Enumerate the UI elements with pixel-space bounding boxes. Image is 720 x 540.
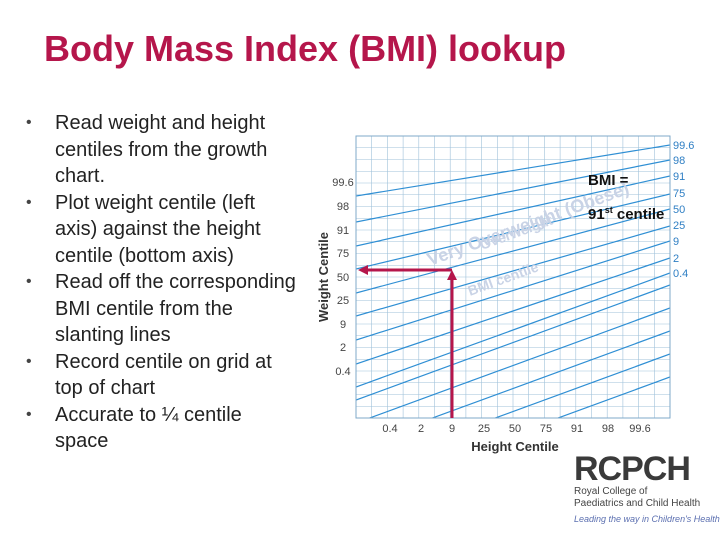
y-tick-label: 98	[337, 201, 349, 213]
bullet-dot: •	[26, 352, 32, 370]
bmi-centile-line	[356, 208, 670, 294]
instruction-line: BMI centile from the	[55, 297, 233, 320]
y-axis-tick-labels: 99.6 98 91 75 50 25 9 2 0.4	[332, 177, 353, 378]
bmi-result-suffix: st	[604, 205, 613, 215]
logo-line-2: Paediatrics and Child Health	[574, 498, 701, 509]
bullet-dot: •	[26, 193, 32, 211]
instruction-item: • Plot weight centile (left axis) against …	[26, 190, 318, 270]
bmi-centile-line	[356, 159, 670, 223]
bmi-result-value: 91	[588, 206, 605, 223]
x-tick-label: 98	[602, 423, 614, 435]
chart-frame	[355, 135, 671, 419]
slide-title: Body Mass Index (BMI) lookup	[44, 28, 567, 69]
instruction-line: chart.	[55, 165, 106, 187]
instruction-line: axis) against the height	[55, 218, 261, 240]
bmi-centile-label: 2	[673, 253, 679, 265]
bmi-centile-labels: 99.6 98 91 75 50 25 9 2 0.4	[673, 140, 694, 280]
rcpch-logo: RCPCH Royal College of Paediatrics and C…	[574, 452, 720, 540]
instruction-line: slanting lines	[55, 324, 171, 346]
bmi-centile-label: 50	[673, 204, 685, 216]
bmi-centile-line	[356, 257, 670, 365]
instruction-item: • Accurate to ¼ centile space	[26, 402, 318, 455]
instruction-line: Read weight and height	[55, 112, 266, 134]
bmi-result-label: 91st centile	[588, 205, 664, 223]
instruction-line: centile (bottom axis)	[55, 244, 234, 267]
y-tick-label: 0.4	[335, 366, 350, 378]
bmi-centile-line	[356, 193, 670, 270]
instruction-item: • Read weight and height centiles from the…	[26, 110, 318, 190]
bmi-centile-label: 99.6	[673, 140, 694, 152]
y-tick-label: 91	[337, 225, 349, 237]
bmi-centile-label: 25	[673, 220, 685, 232]
bmi-centile-line	[356, 272, 670, 388]
y-tick-label: 50	[337, 272, 349, 284]
instruction-line: space	[55, 430, 109, 452]
bmi-centile-label: 98	[673, 155, 685, 167]
logo-line-1: Royal College of	[574, 486, 648, 497]
bmi-centile-slant-lines	[356, 144, 670, 418]
x-tick-label: 91	[571, 423, 583, 435]
plotted-point-marker	[358, 265, 457, 418]
marker-left-arrow	[358, 265, 368, 275]
logo-wordmark: RCPCH	[574, 450, 691, 488]
marker-up-arrow	[447, 270, 457, 280]
band-label: BMI centile	[466, 258, 541, 298]
bullet-dot: •	[26, 114, 32, 131]
x-axis-tick-labels: 0.4 2 9 25 50 75 91 98 99.6	[382, 423, 650, 435]
x-tick-label: 0.4	[382, 423, 397, 435]
x-tick-label: 75	[540, 423, 552, 435]
instruction-list: • Read weight and height centiles from the…	[26, 110, 318, 455]
y-tick-label: 75	[337, 248, 349, 260]
x-tick-label: 2	[418, 423, 424, 435]
x-axis-label: Height Centile	[471, 439, 558, 454]
bmi-centile-line	[356, 144, 670, 197]
bmi-centile-label: 75	[673, 188, 685, 200]
instruction-item: • Record centile on grid at top of chart	[26, 349, 318, 402]
instruction-line: Record centile on grid at	[55, 350, 272, 373]
y-axis-label: Weight Centile	[316, 232, 331, 322]
instruction-line: Plot weight centile (left	[55, 191, 256, 214]
bmi-centile-line	[356, 284, 670, 401]
bullet-dot: •	[26, 405, 32, 423]
y-tick-label: 9	[340, 319, 346, 331]
instruction-line: top of chart	[55, 377, 156, 399]
bmi-centile-line	[356, 240, 670, 341]
instruction-line: Read off the corresponding	[55, 271, 296, 293]
bmi-centile-line	[356, 175, 670, 247]
instruction-line: Accurate to ¼ centile	[55, 403, 242, 426]
bmi-centile-line	[367, 307, 670, 418]
bmi-centile-label: 0.4	[673, 268, 688, 280]
bullet-dot: •	[26, 273, 32, 290]
x-tick-label: 25	[478, 423, 490, 435]
bmi-result-word: centile	[616, 206, 665, 223]
instruction-item: • Read off the corresponding BMI centile f…	[26, 269, 318, 349]
x-tick-label: 99.6	[629, 423, 650, 435]
bmi-centile-line	[356, 225, 670, 317]
bmi-centile-line	[493, 353, 670, 418]
bmi-equals-label: BMI =	[588, 172, 629, 189]
x-tick-label: 50	[509, 423, 521, 435]
bmi-centile-label: 9	[673, 236, 679, 248]
bmi-centile-line	[430, 330, 670, 418]
y-tick-label: 99.6	[332, 177, 353, 189]
y-tick-label: 2	[340, 342, 346, 354]
bmi-centile-line	[556, 376, 670, 418]
y-tick-label: 25	[337, 295, 349, 307]
bmi-centile-label: 91	[673, 171, 685, 183]
x-tick-label: 9	[449, 423, 455, 435]
logo-tagline: Leading the way in Children's Health	[574, 514, 720, 524]
instruction-line: centiles from the growth	[55, 138, 268, 161]
